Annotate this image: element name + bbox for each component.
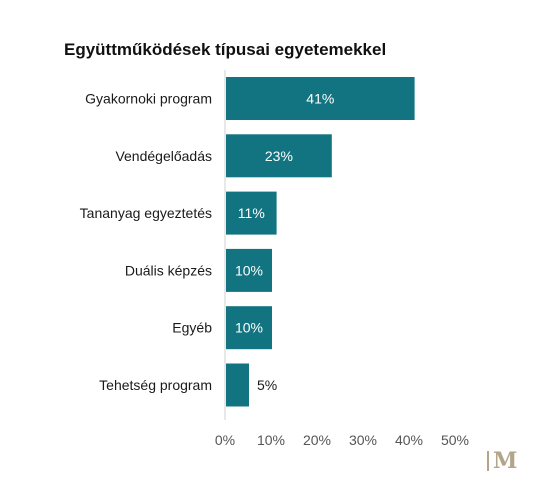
data-label-3: 10% <box>235 262 263 278</box>
bars-group <box>226 77 415 407</box>
category-label-4: Egyéb <box>172 320 212 336</box>
bar-4 <box>226 306 272 350</box>
x-tick-label-0: 0% <box>215 432 235 448</box>
data-label-2: 11% <box>238 205 265 221</box>
category-label-2: Tananyag egyeztetés <box>80 205 212 221</box>
data-label-5: 5% <box>257 377 277 393</box>
category-labels-group: Gyakornoki program Vendégelőadás Tananyag … <box>80 91 213 394</box>
x-tick-label-4: 40% <box>395 432 423 448</box>
bar-2 <box>226 191 277 235</box>
brand-logo: M <box>483 448 518 474</box>
data-label-1: 23% <box>265 148 293 164</box>
bar-1 <box>226 134 332 178</box>
category-label-0: Gyakornoki program <box>85 91 212 107</box>
data-label-4: 10% <box>235 320 263 336</box>
bar-5 <box>226 363 249 407</box>
x-tick-label-5: 50% <box>441 432 469 448</box>
category-label-3: Duális képzés <box>125 262 212 278</box>
bar-0 <box>226 77 415 120</box>
data-labels-group: 41% 23% 11% 10% 10% 5% <box>235 91 334 394</box>
x-tick-label-3: 30% <box>349 432 377 448</box>
data-label-0: 41% <box>306 91 334 107</box>
x-tick-label-1: 10% <box>257 432 285 448</box>
category-label-1: Vendégelőadás <box>115 148 212 164</box>
x-tick-labels-group: 0% 10% 20% 30% 40% 50% <box>215 432 469 448</box>
category-label-5: Tehetség program <box>99 377 212 393</box>
bar-3 <box>226 248 272 292</box>
x-tick-label-2: 20% <box>303 432 331 448</box>
chart-title: Együttműködések típusai egyetemekkel <box>64 40 387 59</box>
